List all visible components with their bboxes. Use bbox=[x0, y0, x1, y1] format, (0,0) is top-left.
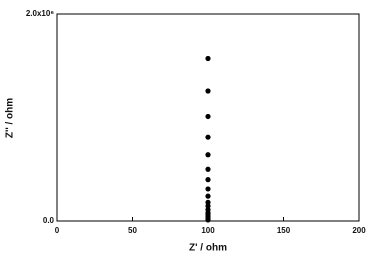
data-point bbox=[205, 113, 211, 120]
data-point bbox=[205, 152, 211, 158]
data-point bbox=[205, 186, 211, 192]
data-point bbox=[205, 193, 211, 199]
data-point bbox=[205, 55, 211, 62]
x-tick-label: 150 bbox=[277, 226, 291, 235]
x-tick-label: 50 bbox=[128, 226, 137, 235]
data-point bbox=[205, 177, 211, 183]
x-tick-label: 0 bbox=[55, 226, 60, 235]
data-point bbox=[205, 88, 211, 94]
data-point bbox=[205, 166, 211, 172]
x-tick-label: 200 bbox=[352, 226, 366, 235]
data-point bbox=[205, 199, 211, 205]
x-axis-label: Z' / ohm bbox=[189, 243, 227, 254]
data-point bbox=[205, 217, 211, 223]
data-point bbox=[205, 203, 211, 209]
data-point bbox=[205, 134, 211, 140]
y-tick-label: 2.0x10⁶ bbox=[26, 9, 54, 18]
y-axis-label: Z'' / ohm bbox=[5, 98, 16, 138]
x-tick-label: 100 bbox=[201, 226, 215, 235]
y-tick-label: 0.0 bbox=[43, 216, 55, 225]
